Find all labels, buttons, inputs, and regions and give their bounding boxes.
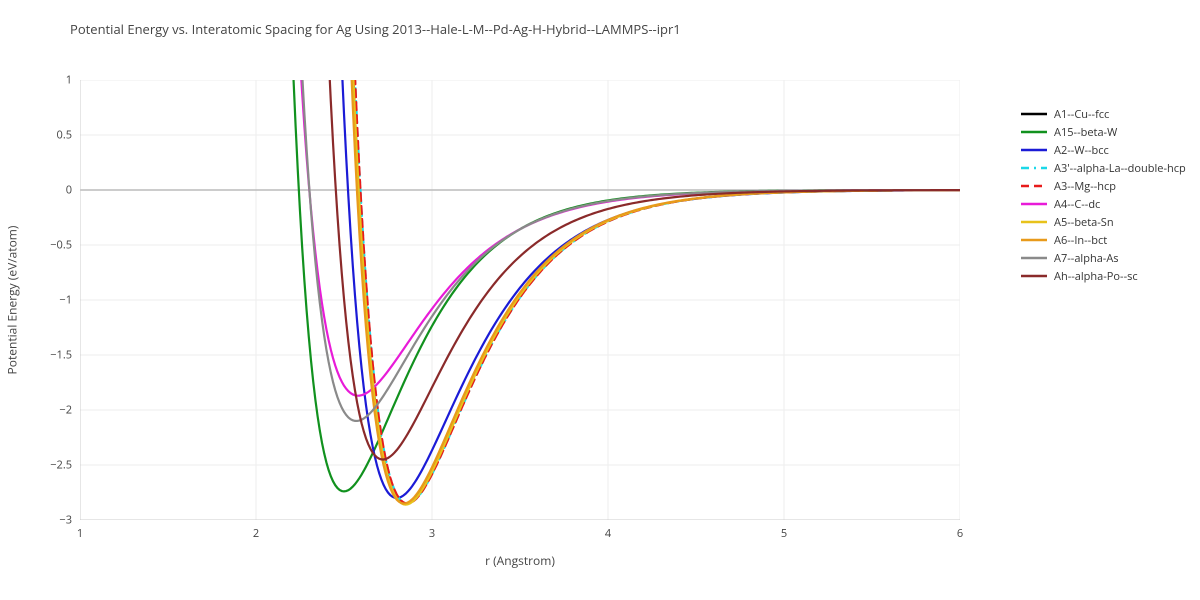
x-tick-label: 4 [605, 526, 611, 541]
legend-label: A15--beta-W [1054, 125, 1117, 140]
x-tick-label: 5 [781, 526, 787, 541]
x-tick-label: 1 [77, 526, 83, 541]
y-tick-label: −2 [59, 403, 72, 418]
legend-item[interactable]: A2--W--bcc [1020, 141, 1200, 159]
legend-item[interactable]: A6--In--bct [1020, 231, 1200, 249]
legend-label: A5--beta-Sn [1054, 215, 1114, 230]
y-tick-label: −1.5 [50, 348, 72, 363]
legend-label: A4--C--dc [1054, 197, 1100, 212]
legend-item[interactable]: A3--Mg--hcp [1020, 177, 1200, 195]
legend-item[interactable]: Ah--alpha-Po--sc [1020, 267, 1200, 285]
series-line [80, 80, 960, 421]
legend: A1--Cu--fcc A15--beta-W A2--W--bcc A3'--alp… [1020, 105, 1200, 285]
y-tick-label: −3 [59, 513, 72, 528]
legend-label: A7--alpha-As [1054, 251, 1119, 266]
y-axis-label: Potential Energy (eV/atom) [4, 226, 21, 375]
legend-item[interactable]: A4--C--dc [1020, 195, 1200, 213]
legend-item[interactable]: A15--beta-W [1020, 123, 1200, 141]
series-line [80, 80, 960, 498]
y-tick-label: −0.5 [50, 238, 72, 253]
y-tick-label: −2.5 [50, 458, 72, 473]
legend-swatch [1020, 126, 1048, 138]
series-line [80, 80, 960, 460]
plot-area [80, 80, 960, 520]
legend-swatch [1020, 180, 1048, 192]
x-tick-label: 2 [253, 526, 259, 541]
legend-swatch [1020, 108, 1048, 120]
legend-swatch [1020, 234, 1048, 246]
chart-svg [80, 80, 960, 520]
legend-label: A6--In--bct [1054, 233, 1107, 248]
y-tick-label: −1 [59, 293, 72, 308]
y-tick-label: 0.5 [57, 128, 72, 143]
legend-label: A1--Cu--fcc [1054, 107, 1109, 122]
legend-swatch [1020, 216, 1048, 228]
legend-item[interactable]: A7--alpha-As [1020, 249, 1200, 267]
legend-swatch [1020, 198, 1048, 210]
legend-swatch [1020, 144, 1048, 156]
legend-swatch [1020, 252, 1048, 264]
chart-title: Potential Energy vs. Interatomic Spacing… [70, 20, 681, 38]
y-tick-label: 0 [66, 183, 72, 198]
legend-label: A3--Mg--hcp [1054, 179, 1116, 194]
legend-label: A3'--alpha-La--double-hcp [1054, 161, 1186, 176]
x-axis-label: r (Angstrom) [485, 552, 555, 569]
series-line [80, 80, 960, 491]
x-tick-label: 3 [429, 526, 435, 541]
legend-label: Ah--alpha-Po--sc [1054, 269, 1138, 284]
x-tick-label: 6 [957, 526, 963, 541]
legend-swatch [1020, 270, 1048, 282]
series-line [80, 80, 960, 504]
legend-swatch [1020, 162, 1048, 174]
legend-item[interactable]: A5--beta-Sn [1020, 213, 1200, 231]
y-tick-label: 1 [66, 73, 72, 88]
legend-item[interactable]: A1--Cu--fcc [1020, 105, 1200, 123]
legend-label: A2--W--bcc [1054, 143, 1109, 158]
series-line [80, 80, 960, 396]
legend-item[interactable]: A3'--alpha-La--double-hcp [1020, 159, 1200, 177]
